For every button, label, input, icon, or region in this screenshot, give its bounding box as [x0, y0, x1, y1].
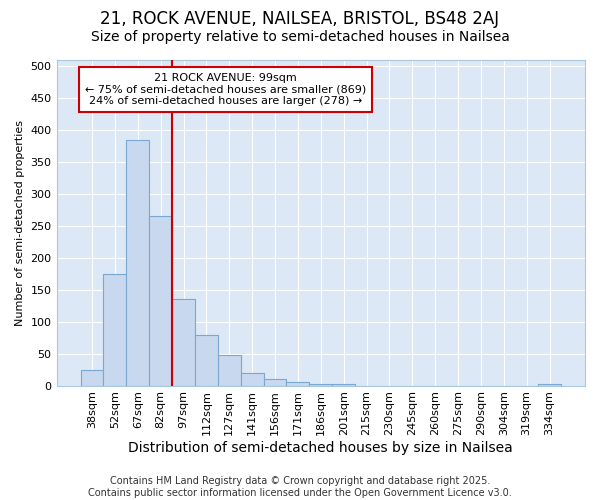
Y-axis label: Number of semi-detached properties: Number of semi-detached properties	[15, 120, 25, 326]
Text: 21, ROCK AVENUE, NAILSEA, BRISTOL, BS48 2AJ: 21, ROCK AVENUE, NAILSEA, BRISTOL, BS48 …	[100, 10, 500, 28]
Bar	[172, 300, 195, 386]
Text: 21 ROCK AVENUE: 99sqm
← 75% of semi-detached houses are smaller (869)
24% of sem: 21 ROCK AVENUE: 99sqm ← 75% of semi-deta…	[85, 73, 366, 106]
Bar	[80, 370, 103, 386]
Bar	[218, 355, 241, 386]
Text: Contains HM Land Registry data © Crown copyright and database right 2025.
Contai: Contains HM Land Registry data © Crown c…	[88, 476, 512, 498]
Bar	[310, 384, 332, 386]
Text: Size of property relative to semi-detached houses in Nailsea: Size of property relative to semi-detach…	[91, 30, 509, 44]
Bar	[538, 384, 561, 386]
Bar	[241, 373, 263, 386]
X-axis label: Distribution of semi-detached houses by size in Nailsea: Distribution of semi-detached houses by …	[128, 441, 513, 455]
Bar	[286, 382, 310, 386]
Bar	[103, 274, 127, 386]
Bar	[195, 334, 218, 386]
Bar	[149, 216, 172, 386]
Bar	[263, 379, 286, 386]
Bar	[127, 140, 149, 386]
Bar	[332, 384, 355, 386]
